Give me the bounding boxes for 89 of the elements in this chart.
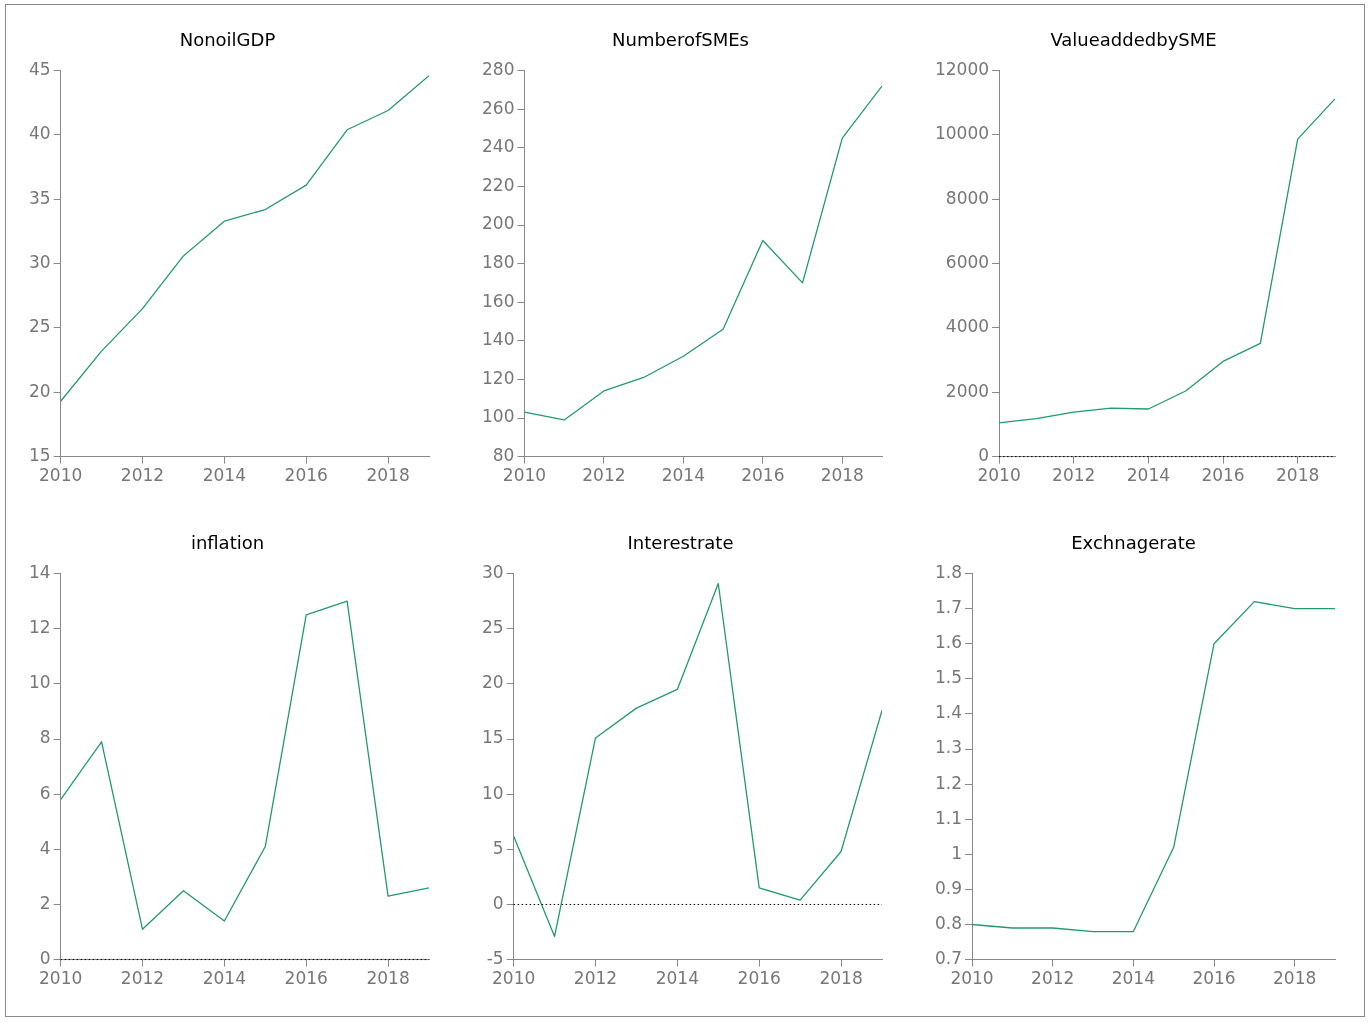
y-tick-label: 1.5 <box>934 667 963 688</box>
x-tick-label: 2012 <box>582 465 626 486</box>
y-tick-label: 30 <box>28 252 51 273</box>
y-tick-label: 12 <box>28 617 51 638</box>
x-tick-label: 2010 <box>977 465 1021 486</box>
y-tick-label: 200 <box>481 213 515 234</box>
chart-title: Interestrate <box>627 532 734 554</box>
x-tick-label: 2010 <box>502 465 547 486</box>
y-tick-label: 25 <box>28 316 51 337</box>
y-tick-label: 20 <box>481 672 504 693</box>
y-tick-label: 180 <box>481 252 515 273</box>
y-tick-label: 14 <box>28 562 51 583</box>
x-tick-label: 2012 <box>1052 465 1096 486</box>
y-tick-label: 10 <box>481 782 504 803</box>
x-tick-label: 2018 <box>820 465 864 486</box>
y-tick-label: 6 <box>39 782 51 803</box>
x-tick-label: 2016 <box>284 465 328 486</box>
y-tick-label: 0 <box>978 445 990 466</box>
y-tick-label: 15 <box>28 445 51 466</box>
y-tick-label: 12000 <box>934 59 990 80</box>
x-tick-label: 2010 <box>492 968 536 989</box>
y-tick-label: 1.1 <box>934 807 963 828</box>
x-tick-label: 2016 <box>1201 465 1245 486</box>
x-tick-label: 2014 <box>661 465 705 486</box>
y-tick-label: 20 <box>28 380 51 401</box>
chart-title: NumberofSMEs <box>612 29 749 51</box>
y-tick-label: 0.8 <box>934 912 963 933</box>
y-tick-label: 1.2 <box>934 772 963 793</box>
y-tick-label: 40 <box>28 123 51 144</box>
x-tick-label: 2010 <box>39 968 83 989</box>
y-tick-label: 120 <box>481 367 515 388</box>
y-tick-label: 0.9 <box>934 877 963 898</box>
y-tick-label: 1.8 <box>934 562 963 583</box>
y-tick-label: 0 <box>492 892 504 913</box>
y-tick-label: 1.7 <box>934 597 963 618</box>
x-tick-label: 2014 <box>202 465 246 486</box>
x-tick-label: 2018 <box>1273 968 1317 989</box>
y-tick-label: 100 <box>481 406 515 427</box>
y-tick-label: 280 <box>481 59 515 80</box>
y-tick-label: 0 <box>39 948 51 969</box>
y-tick-label: 25 <box>481 617 504 638</box>
y-tick-label: 1.6 <box>934 632 963 653</box>
x-tick-label: 2010 <box>950 968 994 989</box>
x-tick-label: 2012 <box>120 968 165 989</box>
y-tick-label: 4 <box>39 837 51 858</box>
y-tick-label: 30 <box>481 562 504 583</box>
y-tick-label: 240 <box>481 136 515 157</box>
y-tick-label: 45 <box>28 59 51 80</box>
x-tick-label: 2010 <box>39 465 83 486</box>
x-tick-label: 2018 <box>366 465 410 486</box>
x-tick-label: 2012 <box>120 465 165 486</box>
y-tick-label: 160 <box>481 290 515 311</box>
y-tick-label: 10 <box>28 672 51 693</box>
y-tick-label: 1 <box>951 842 963 863</box>
y-tick-label: 5 <box>492 837 504 858</box>
y-tick-label: 4000 <box>945 316 990 337</box>
x-tick-label: 2016 <box>284 968 328 989</box>
y-tick-label: 8000 <box>945 187 990 208</box>
x-tick-label: 2016 <box>737 968 781 989</box>
x-tick-label: 2014 <box>1126 465 1171 486</box>
x-tick-label: 2014 <box>1111 968 1155 989</box>
y-tick-label: 1.4 <box>934 702 963 723</box>
y-tick-label: 260 <box>481 97 515 118</box>
y-tick-label: 35 <box>28 187 51 208</box>
chart-title: inflation <box>190 532 265 554</box>
y-tick-label: 80 <box>492 445 515 466</box>
y-tick-label: 0.7 <box>934 948 963 969</box>
y-tick-label: 2000 <box>945 380 990 401</box>
y-tick-label: 6000 <box>945 252 990 273</box>
y-tick-label: 1.3 <box>934 737 963 758</box>
x-tick-label: 2014 <box>202 968 246 989</box>
x-tick-label: 2016 <box>741 465 785 486</box>
x-tick-label: 2014 <box>655 968 699 989</box>
x-tick-label: 2018 <box>1276 465 1320 486</box>
y-tick-label: 10000 <box>934 123 990 144</box>
x-tick-label: 2012 <box>573 968 618 989</box>
y-tick-label: 8 <box>39 727 51 748</box>
x-tick-label: 2016 <box>1192 968 1236 989</box>
x-tick-label: 2012 <box>1031 968 1075 989</box>
y-tick-label: 220 <box>481 174 515 195</box>
chart-title: ValueaddedbySME <box>1050 29 1217 51</box>
y-tick-label: -5 <box>486 948 504 969</box>
y-tick-label: 140 <box>481 329 515 350</box>
chart-title: Exchnagerate <box>1071 532 1196 554</box>
y-tick-label: 15 <box>481 727 504 748</box>
x-tick-label: 2018 <box>819 968 863 989</box>
chart-title: NonoilGDP <box>179 29 276 51</box>
y-tick-label: 2 <box>39 892 51 913</box>
x-tick-label: 2018 <box>366 968 410 989</box>
